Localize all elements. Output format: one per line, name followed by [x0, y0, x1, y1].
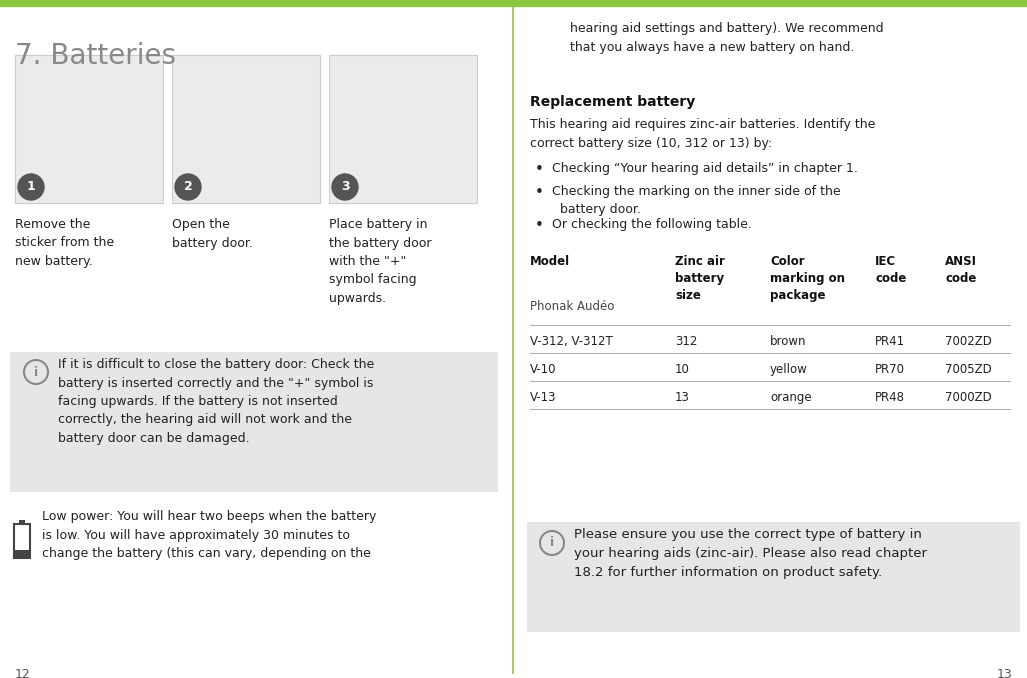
Bar — [14, 524, 30, 558]
Bar — [15, 55, 163, 203]
Bar — [329, 55, 477, 203]
Text: 2: 2 — [184, 180, 192, 193]
Text: This hearing aid requires zinc-air batteries. Identify the
correct battery size : This hearing aid requires zinc-air batte… — [530, 118, 875, 150]
Text: 312: 312 — [675, 335, 697, 348]
Text: 7002ZD: 7002ZD — [945, 335, 992, 348]
Text: Model: Model — [530, 255, 570, 268]
Text: 3: 3 — [341, 180, 349, 193]
Text: If it is difficult to close the battery door: Check the
battery is inserted corr: If it is difficult to close the battery … — [58, 358, 374, 445]
Bar — [20, 520, 25, 525]
Text: Checking the marking on the inner side of the
  battery door.: Checking the marking on the inner side o… — [551, 185, 841, 216]
Text: 10: 10 — [675, 363, 690, 376]
Text: 13: 13 — [996, 668, 1012, 678]
Text: PR41: PR41 — [875, 335, 905, 348]
Text: •: • — [535, 185, 544, 200]
Text: Place battery in
the battery door
with the "+"
symbol facing
upwards.: Place battery in the battery door with t… — [329, 218, 431, 305]
Bar — [0, 0, 1027, 6]
Text: V-312, V-312T: V-312, V-312T — [530, 335, 613, 348]
Text: Please ensure you use the correct type of battery in
your hearing aids (zinc-air: Please ensure you use the correct type o… — [574, 528, 927, 579]
Text: PR70: PR70 — [875, 363, 905, 376]
Bar — [527, 522, 1020, 632]
Text: yellow: yellow — [770, 363, 808, 376]
Text: brown: brown — [770, 335, 806, 348]
Text: Open the
battery door.: Open the battery door. — [172, 218, 253, 250]
Text: 7005ZD: 7005ZD — [945, 363, 992, 376]
Text: V-10: V-10 — [530, 363, 557, 376]
Text: PR48: PR48 — [875, 391, 905, 404]
Text: Or checking the following table.: Or checking the following table. — [551, 218, 752, 231]
Text: Checking “Your hearing aid details” in chapter 1.: Checking “Your hearing aid details” in c… — [551, 162, 858, 175]
Text: Zinc air
battery
size: Zinc air battery size — [675, 255, 725, 302]
Circle shape — [175, 174, 201, 200]
Text: 7000ZD: 7000ZD — [945, 391, 992, 404]
Text: 12: 12 — [15, 668, 31, 678]
Text: hearing aid settings and battery). We recommend
that you always have a new batte: hearing aid settings and battery). We re… — [570, 22, 883, 54]
Text: Phonak Audéo: Phonak Audéo — [530, 300, 614, 313]
Text: •: • — [535, 162, 544, 177]
Text: Low power: You will hear two beeps when the battery
is low. You will have approx: Low power: You will hear two beeps when … — [42, 510, 376, 560]
Text: Color
marking on
package: Color marking on package — [770, 255, 845, 302]
Text: Replacement battery: Replacement battery — [530, 95, 695, 109]
Bar — [10, 352, 498, 492]
Bar — [15, 550, 29, 558]
Text: IEC
code: IEC code — [875, 255, 907, 285]
Circle shape — [332, 174, 358, 200]
Text: ANSI
code: ANSI code — [945, 255, 977, 285]
Text: 7. Batteries: 7. Batteries — [15, 42, 176, 70]
Text: 1: 1 — [27, 180, 35, 193]
Text: 13: 13 — [675, 391, 690, 404]
Text: i: i — [34, 365, 38, 378]
Text: orange: orange — [770, 391, 811, 404]
Text: i: i — [549, 536, 554, 549]
Bar — [172, 55, 320, 203]
Text: V-13: V-13 — [530, 391, 557, 404]
Text: Remove the
sticker from the
new battery.: Remove the sticker from the new battery. — [15, 218, 114, 268]
Text: •: • — [535, 218, 544, 233]
Circle shape — [18, 174, 44, 200]
